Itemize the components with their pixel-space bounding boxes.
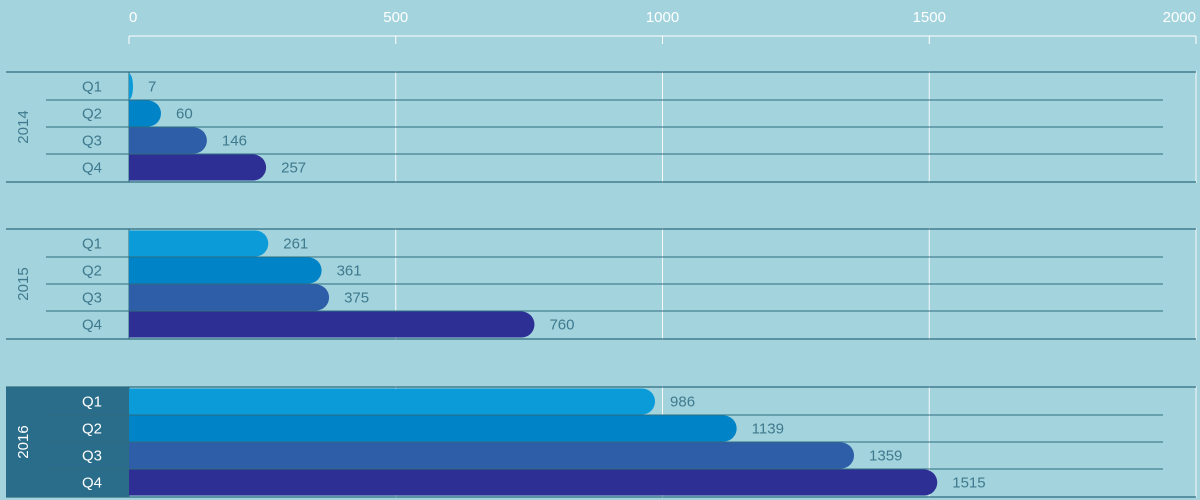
year-label: 2015 [15,267,32,300]
x-tick-label: 1500 [913,9,946,26]
x-axis: 0 500 1000 1500 2000 [128,9,1197,44]
x-tick-label: 500 [383,9,408,26]
x-tick-label: 1000 [646,9,679,26]
bar [129,127,207,154]
value-label: 1515 [952,474,985,491]
year-group-2016: 2016 Q1 986 Q2 1139 Q3 1359 Q4 1515 [6,386,1196,498]
value-label: 375 [344,289,369,306]
value-label: 1139 [752,420,784,437]
quarter-label: Q1 [82,78,102,95]
quarter-label: Q2 [82,262,102,279]
quarter-label: Q4 [82,159,102,176]
bar [129,100,162,127]
quarter-label: Q4 [82,474,102,491]
bar [129,73,133,100]
quarter-label: Q3 [82,132,102,149]
value-label: 1359 [869,447,902,464]
quarter-label: Q3 [82,289,102,306]
year-group-2015: 2015 Q1 261 Q2 361 Q3 375 Q4 760 [6,228,1196,340]
bar [129,469,938,496]
year-groups: 2014 Q1 7 Q2 60 Q3 146 Q4 257 2015 Q1 261 Q2 361 Q3 375… [6,71,1196,498]
year-label: 2014 [15,110,32,143]
quarter-label: Q3 [82,447,102,464]
quarter-label: Q2 [82,105,102,122]
value-label: 361 [337,262,362,279]
value-label: 60 [176,105,193,122]
value-label: 986 [670,393,695,410]
x-tick-label: 0 [129,9,137,26]
value-label: 261 [283,235,308,252]
value-label: 760 [549,316,574,333]
bar [129,154,267,181]
year-label: 2016 [15,425,32,458]
quarter-label: Q2 [82,420,102,437]
bar [129,415,737,442]
bar [129,311,535,338]
bar [129,442,855,469]
bar [129,257,322,284]
quarter-label: Q1 [82,393,102,410]
x-tick-label: 2000 [1163,9,1196,26]
quarter-label: Q1 [82,235,102,252]
bar [129,284,330,311]
bar [129,230,269,257]
bar [129,388,656,415]
value-label: 257 [281,159,306,176]
quarter-label: Q4 [82,316,102,333]
year-group-2014: 2014 Q1 7 Q2 60 Q3 146 Q4 257 [6,71,1196,183]
value-label: 146 [222,132,247,149]
value-label: 7 [148,78,156,95]
